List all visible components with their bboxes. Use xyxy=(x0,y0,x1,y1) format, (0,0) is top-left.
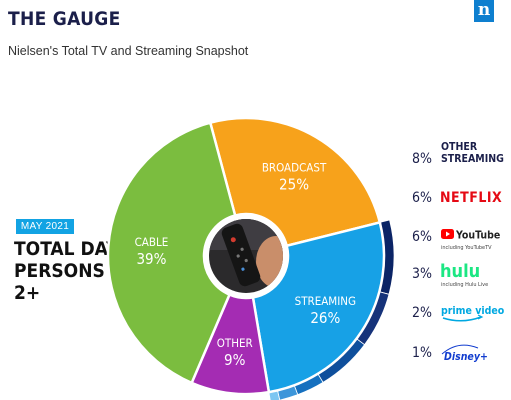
streaming-breakdown-list: 8% OTHER STREAMING 6% NETFLIX 6% YouTube… xyxy=(412,141,505,363)
breakdown-pct: 6% xyxy=(412,190,432,206)
breakdown-pct: 3% xyxy=(412,266,432,282)
breakdown-row-other-streaming: 8% OTHER STREAMING xyxy=(412,141,504,167)
pie-slices xyxy=(106,116,386,396)
breakdown-pct: 8% xyxy=(412,151,432,167)
slice-label-broadcast: BROADCAST xyxy=(262,160,327,174)
page-subtitle: Nielsen's Total TV and Streaming Snapsho… xyxy=(8,44,249,58)
slice-label-streaming: STREAMING xyxy=(295,294,356,308)
netflix-logo: NETFLIX xyxy=(440,190,502,206)
play-triangle-icon xyxy=(446,231,450,237)
breakdown-row-hulu: 3% hulu including Hulu Live xyxy=(412,261,488,288)
prime-smile-icon xyxy=(442,316,482,322)
nielsen-logo: n xyxy=(474,0,494,22)
breakdown-pct: 6% xyxy=(412,229,432,245)
hulu-subtext: including Hulu Live xyxy=(441,282,488,288)
youtube-subtext: including YouTubeTV xyxy=(441,245,492,251)
breakdown-row-netflix: 6% NETFLIX xyxy=(412,190,502,206)
slice-value-other: 9% xyxy=(224,351,246,369)
prime-video-logo: prime video xyxy=(441,305,505,317)
prime-arrow-icon xyxy=(477,314,484,320)
breakdown-pct: 1% xyxy=(412,345,432,361)
slice-value-cable: 39% xyxy=(136,250,166,268)
slice-value-streaming: 26% xyxy=(310,309,340,327)
slice-label-cable: CABLE xyxy=(135,235,169,249)
breakdown-row-prime-video: 2% prime video xyxy=(412,305,505,322)
youtube-logo: YouTube xyxy=(455,230,500,242)
breakdown-name-line-2: STREAMING xyxy=(441,153,504,165)
breakdown-row-disney-plus: 1% Disney+ xyxy=(412,344,488,363)
slice-label-other: OTHER xyxy=(217,336,253,350)
metric-line-1: TOTAL DAY xyxy=(14,238,119,260)
hulu-logo: hulu xyxy=(440,261,480,282)
metric-line-2: PERSONS 2+ xyxy=(14,260,105,304)
center-photo xyxy=(204,214,288,298)
breakdown-row-youtube: 6% YouTube including YouTubeTV xyxy=(412,229,500,251)
disney-arc-icon xyxy=(441,344,479,355)
page-title: THE GAUGE xyxy=(8,8,121,30)
breakdown-name-line-1: OTHER xyxy=(441,141,478,153)
disney-plus-logo: Disney+ xyxy=(444,351,488,363)
date-badge: MAY 2021 xyxy=(16,219,74,234)
slice-value-broadcast: 25% xyxy=(279,175,309,193)
metric-label: TOTAL DAY PERSONS 2+ xyxy=(14,238,124,304)
breakdown-pct: 2% xyxy=(412,305,432,321)
